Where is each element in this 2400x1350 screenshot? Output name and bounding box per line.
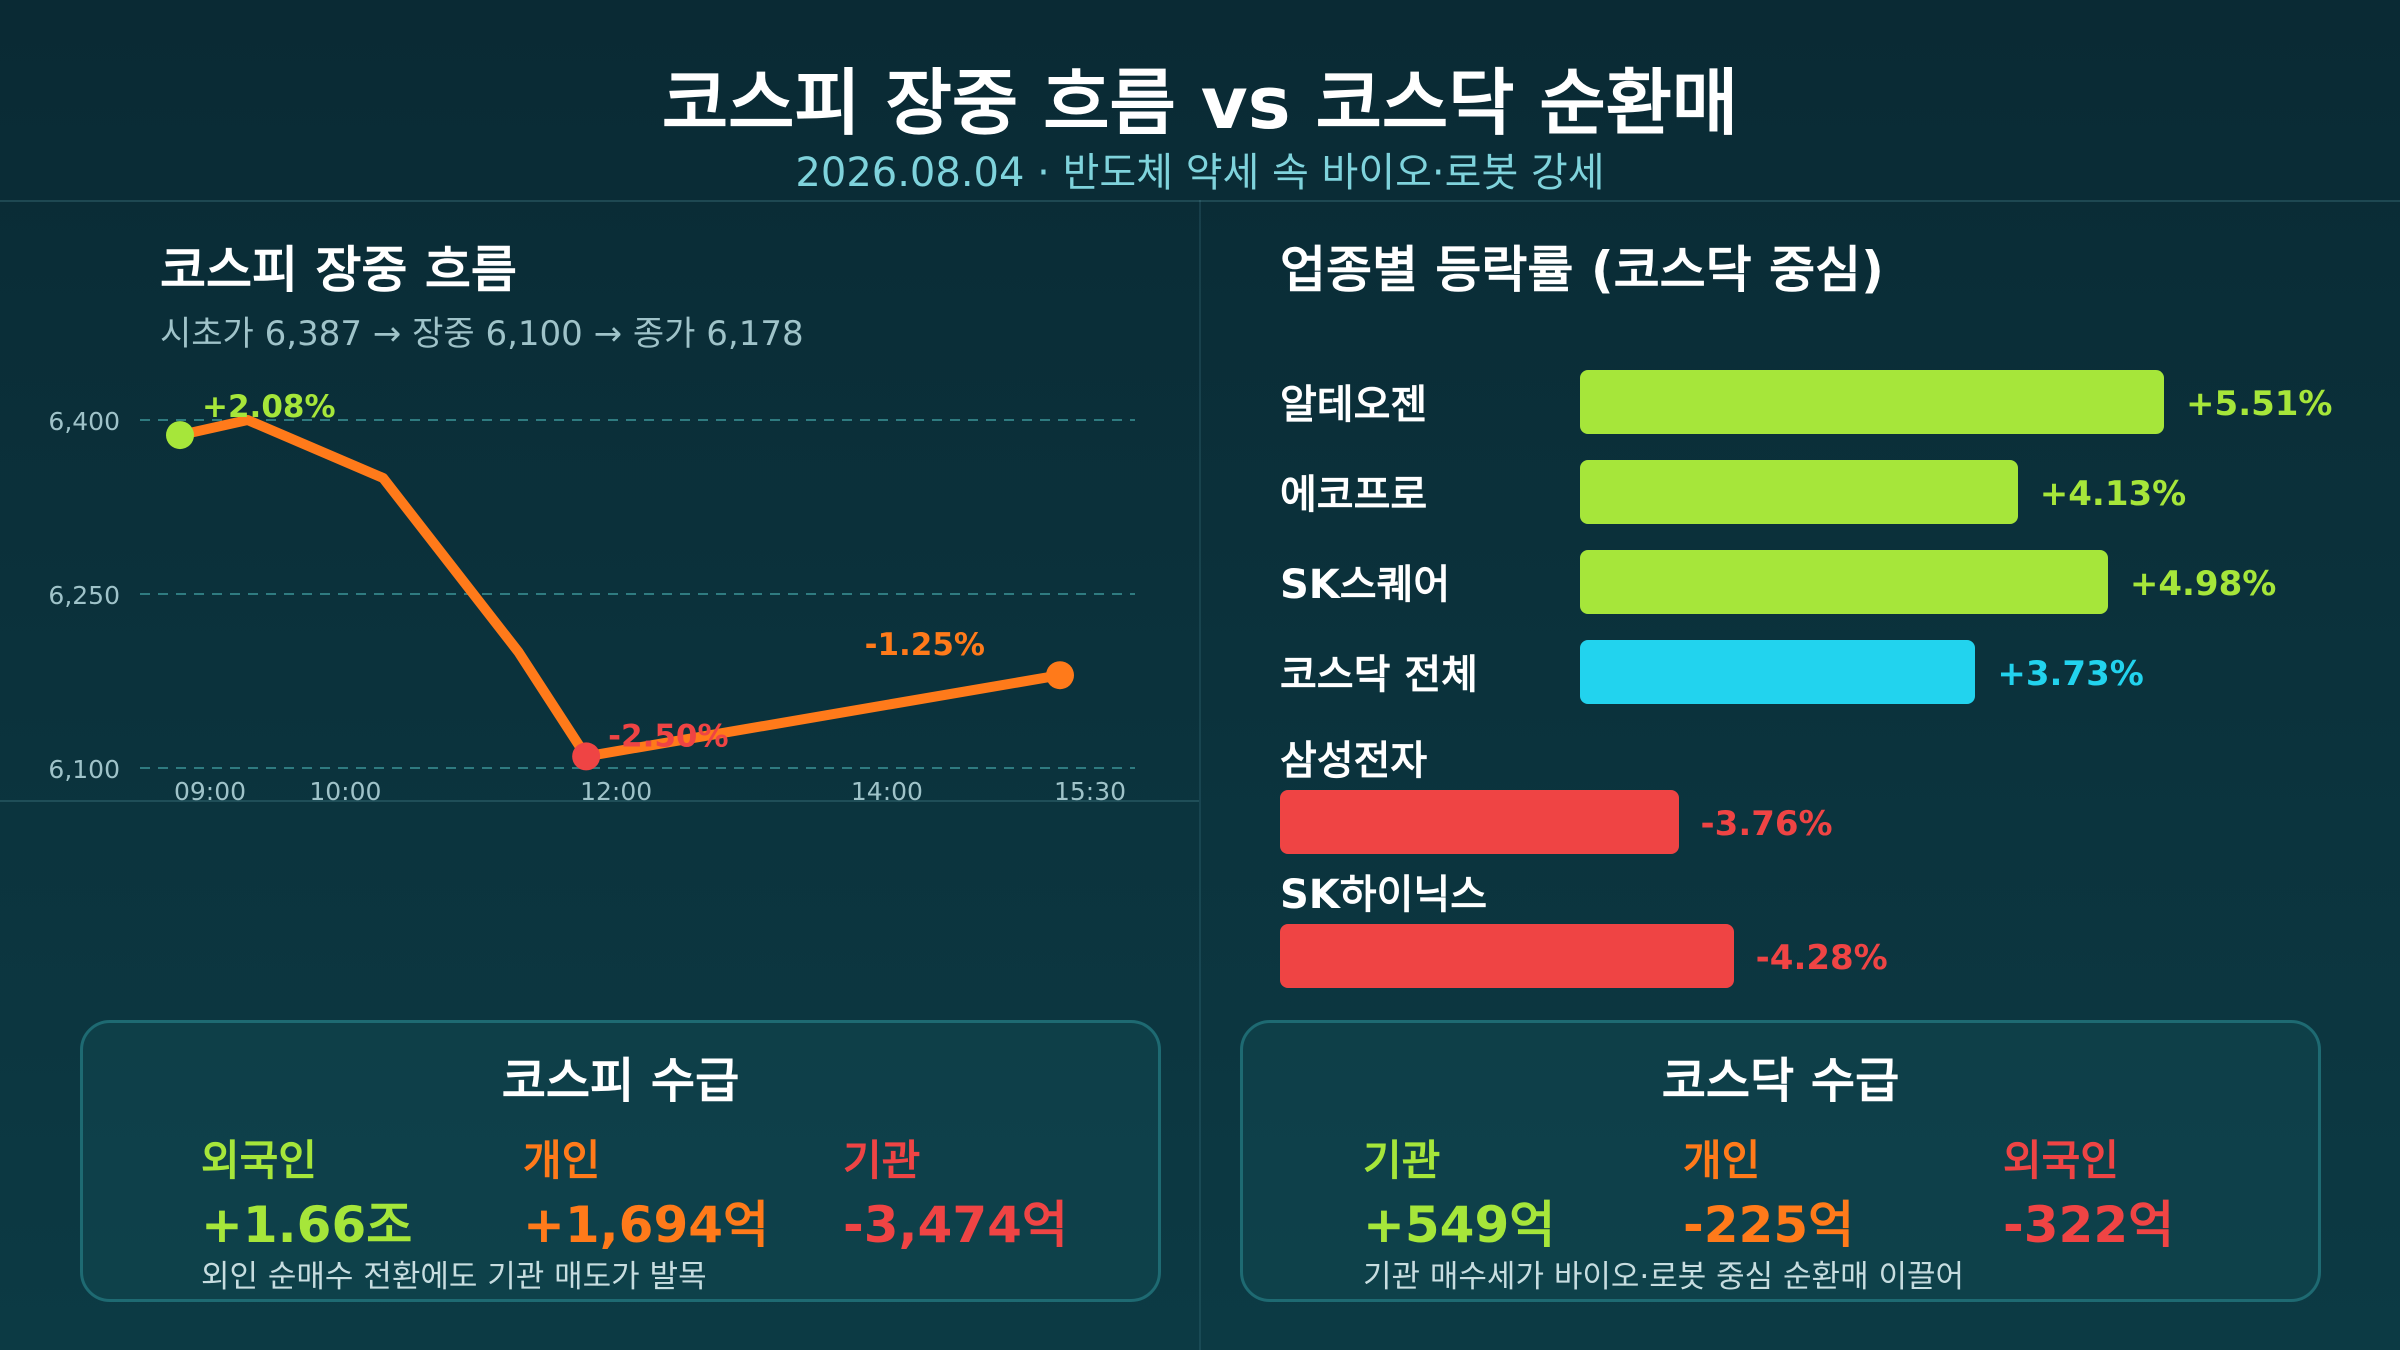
x-tick-label-3: 14:00 <box>851 777 923 806</box>
bar-3 <box>1580 640 1976 704</box>
kosdaq-supply-value-2: -322억 <box>2003 1196 2175 1254</box>
x-tick-label-1: 10:00 <box>309 777 381 806</box>
kospi-supply-name-2: 기관 <box>843 1136 921 1185</box>
kosdaq-supply-name-0: 기관 <box>1363 1136 1441 1185</box>
kosdaq-supply-title: 코스닥 수급 <box>1661 1053 1900 1109</box>
kosdaq-supply-value-0: +549억 <box>1363 1196 1556 1254</box>
bar-value-0: +5.51% <box>2186 384 2333 424</box>
kospi-supply-title: 코스피 수급 <box>501 1053 740 1109</box>
kosdaq-supply-value-1: -225억 <box>1683 1196 1855 1254</box>
kospi-supply-value-1: +1,694억 <box>523 1196 770 1254</box>
page-title: 코스피 장중 흐름 vs 코스닥 순환매 <box>661 61 1739 145</box>
bar-label-5: SK하이닉스 <box>1280 872 1488 918</box>
kospi-supply-note: 외인 순매수 전환에도 기관 매도가 발목 <box>201 1259 707 1295</box>
low-annotation: -2.50% <box>608 718 728 754</box>
bar-value-1: +4.13% <box>2039 474 2187 514</box>
kospi-series-line <box>175 415 1065 762</box>
y-tick-label-1: 6,250 <box>48 581 120 610</box>
bar-label-2: SK스퀘어 <box>1280 562 1451 608</box>
kospi-supply-panel: 코스피 수급 외국인 +1.66조 개인 +1,694억 기관 -3,474억 … <box>80 1020 1161 1302</box>
bar-4 <box>1280 790 1679 854</box>
open-annotation: +2.08% <box>202 389 336 425</box>
bar-label-0: 알테오젠 <box>1280 382 1428 428</box>
kospi-supply-name-0: 외국인 <box>201 1136 317 1185</box>
kospi-supply-value-2: -3,474억 <box>843 1196 1068 1254</box>
bar-value-3: +3.73% <box>1997 654 2144 694</box>
center-divider <box>1199 200 1201 1350</box>
kospi-supply-value-0: +1.66조 <box>201 1196 413 1254</box>
kosdaq-supply-panel: 코스닥 수급 기관 +549억 개인 -225억 외국인 -322억 기관 매수… <box>1240 1020 2321 1302</box>
bar-5 <box>1280 924 1734 988</box>
kosdaq-supply-name-1: 개인 <box>1683 1136 1761 1185</box>
x-tick-label-4: 15:30 <box>1054 777 1126 806</box>
page-subtitle: 2026.08.04 · 반도체 약세 속 바이오·로봇 강세 <box>795 150 1605 196</box>
left-chart-baseline-divider <box>0 800 1199 802</box>
kospi-line-chart: 6,100 6,250 6,400 09:00 10:00 12:00 14:00 15:30… <box>48 389 1135 806</box>
x-tick-label-2: 12:00 <box>580 777 652 806</box>
bar-0 <box>1580 370 2165 434</box>
bar-label-1: 에코프로 <box>1280 472 1428 518</box>
kospi-flow-title: 코스피 장중 흐름 <box>160 241 517 299</box>
kosdaq-supply-note: 기관 매수세가 바이오·로봇 중심 순환매 이끌어 <box>1363 1259 1965 1295</box>
bar-label-4: 삼성전자 <box>1280 738 1428 784</box>
kospi-flow-summary: 시초가 6,387 → 장중 6,100 → 종가 6,178 <box>160 314 804 354</box>
bar-value-5: -4.28% <box>1755 938 1888 978</box>
low-point <box>572 742 601 771</box>
kospi-supply-name-1: 개인 <box>523 1136 601 1185</box>
bar-1 <box>1580 460 2018 524</box>
close-annotation: -1.25% <box>865 627 985 663</box>
bar-value-4: -3.76% <box>1700 804 1833 844</box>
header-divider <box>0 200 2400 202</box>
kosdaq-supply-name-2: 외국인 <box>2003 1136 2119 1185</box>
bar-2 <box>1580 550 2108 614</box>
open-point <box>166 421 194 450</box>
sector-panel-title: 업종별 등락률 (코스닥 중심) <box>1280 241 1884 299</box>
bar-label-3: 코스닥 전체 <box>1280 652 1478 698</box>
close-point <box>1046 661 1074 690</box>
y-tick-label-2: 6,400 <box>48 407 120 436</box>
bar-value-2: +4.98% <box>2129 564 2277 604</box>
y-tick-label-0: 6,100 <box>48 755 120 784</box>
x-tick-label-0: 09:00 <box>174 777 246 806</box>
